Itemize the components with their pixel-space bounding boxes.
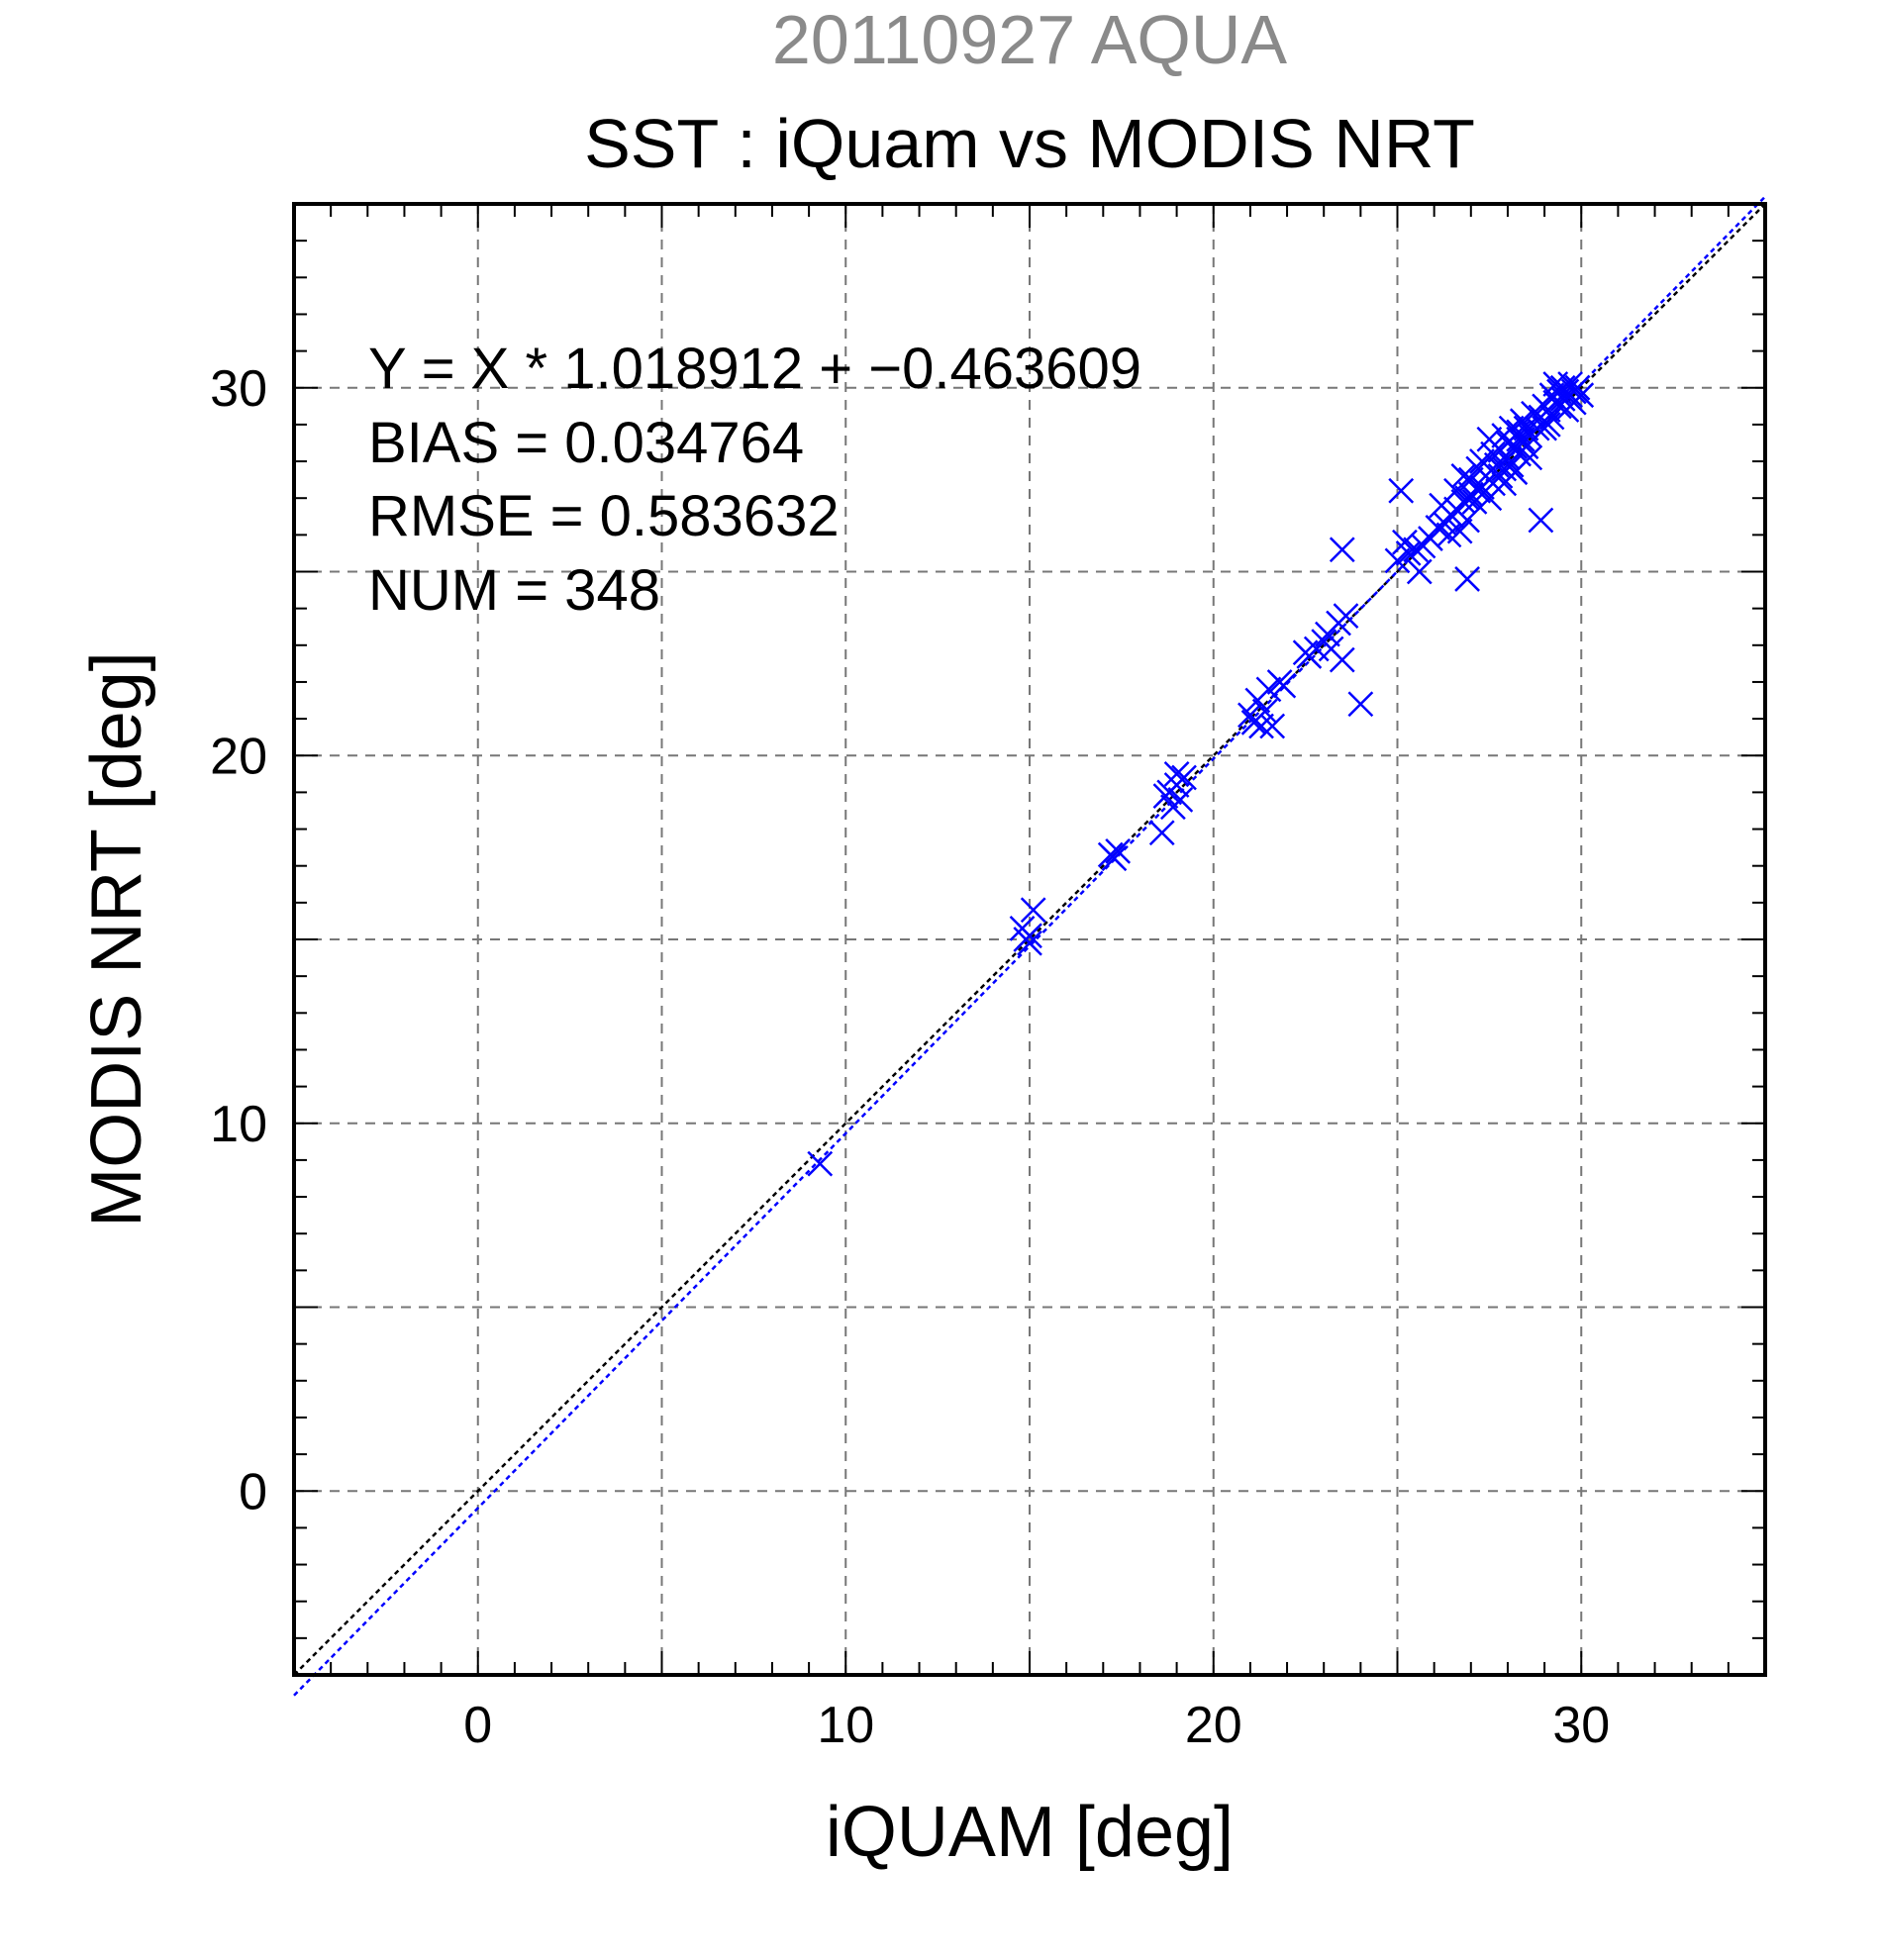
data-point bbox=[1148, 820, 1175, 846]
bias-value: BIAS = 0.034764 bbox=[368, 411, 804, 475]
x-tick-label: 10 bbox=[817, 1697, 874, 1754]
data-point bbox=[1163, 760, 1190, 787]
data-point bbox=[1506, 426, 1532, 452]
data-point bbox=[807, 1150, 834, 1177]
y-axis-label: MODIS NRT [deg] bbox=[77, 651, 156, 1227]
data-point bbox=[1564, 374, 1591, 401]
y-tick-label: 30 bbox=[210, 360, 267, 418]
data-points bbox=[807, 371, 1595, 1177]
data-point bbox=[1167, 786, 1194, 813]
data-point bbox=[1395, 540, 1422, 566]
x-tick-label: 30 bbox=[1552, 1697, 1610, 1754]
chart-title: SST : iQuam vs MODIS NRT bbox=[584, 105, 1475, 182]
regression-equation: Y = X * 1.018912 + −0.463609 bbox=[368, 337, 1141, 401]
rmse-value: RMSE = 0.583632 bbox=[368, 484, 840, 548]
y-tick-label: 10 bbox=[210, 1096, 267, 1153]
data-point bbox=[1255, 676, 1282, 703]
data-point bbox=[1017, 930, 1042, 956]
data-point bbox=[1513, 415, 1539, 441]
data-point bbox=[1538, 404, 1565, 431]
data-point bbox=[1259, 713, 1286, 739]
data-point bbox=[1454, 485, 1480, 512]
y-tick-label: 20 bbox=[210, 728, 267, 785]
data-point bbox=[1105, 837, 1132, 864]
data-point bbox=[1020, 897, 1046, 924]
data-point bbox=[1568, 382, 1595, 409]
data-point bbox=[1443, 477, 1469, 504]
data-point bbox=[1329, 646, 1355, 673]
data-point bbox=[1454, 507, 1480, 534]
x-tick-label: 20 bbox=[1185, 1697, 1242, 1754]
data-point bbox=[1329, 537, 1355, 563]
data-point bbox=[1517, 444, 1543, 471]
data-point bbox=[1406, 558, 1433, 585]
data-point bbox=[1017, 923, 1042, 949]
data-point bbox=[1403, 537, 1429, 563]
sample-count: NUM = 348 bbox=[368, 558, 660, 623]
data-point bbox=[1465, 477, 1492, 504]
data-point bbox=[1347, 691, 1374, 718]
data-point bbox=[1270, 672, 1297, 699]
data-point bbox=[1491, 470, 1518, 497]
x-tick-label: 0 bbox=[463, 1697, 492, 1754]
data-point bbox=[1439, 503, 1466, 530]
data-point bbox=[1251, 698, 1278, 725]
data-point bbox=[1101, 845, 1128, 872]
x-axis-label: iQUAM [deg] bbox=[826, 1793, 1234, 1872]
data-point bbox=[1333, 603, 1359, 629]
y-tick-label: 0 bbox=[239, 1463, 267, 1520]
tick-labels: 0 0 10 10 20 20 30 30 bbox=[210, 360, 1610, 1754]
data-point bbox=[1248, 713, 1274, 739]
chart-date-title: 20110927 AQUA bbox=[772, 1, 1288, 78]
data-point bbox=[1469, 448, 1495, 474]
data-point bbox=[1454, 566, 1480, 592]
data-point bbox=[1528, 507, 1554, 534]
plot-frame bbox=[292, 202, 1767, 1677]
data-point bbox=[1388, 477, 1415, 504]
grid bbox=[294, 204, 1765, 1675]
data-point bbox=[1534, 412, 1561, 438]
data-point bbox=[1171, 764, 1197, 791]
data-point bbox=[1384, 547, 1411, 574]
data-point bbox=[1446, 518, 1473, 544]
